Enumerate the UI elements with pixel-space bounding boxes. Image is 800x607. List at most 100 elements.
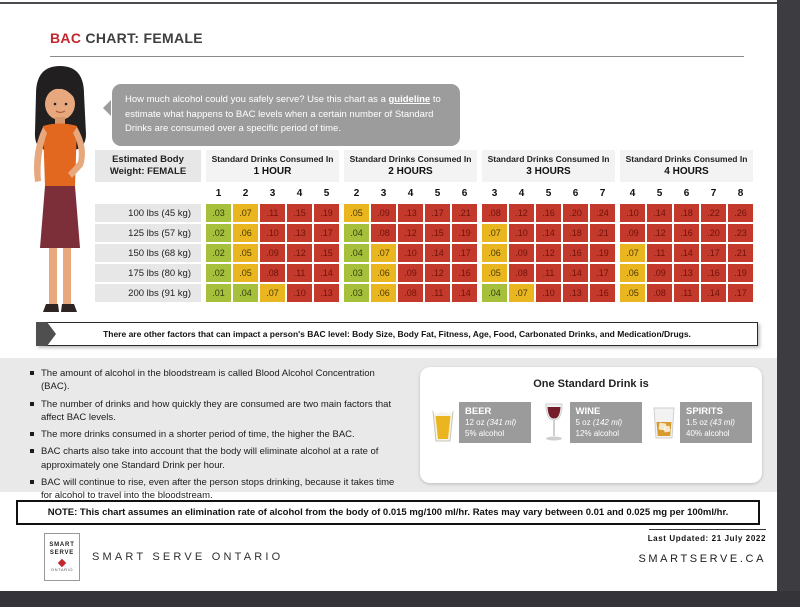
bac-value: .12 <box>287 244 312 262</box>
drink-count: 5 <box>656 187 663 199</box>
bac-value: .03 <box>344 284 369 302</box>
standard-drink-title: One Standard Drink is <box>533 378 649 390</box>
bac-value: .18 <box>674 204 699 222</box>
group-header-text: Standard Drinks Consumed In <box>487 153 610 164</box>
drink-alcohol: 12% alcohol <box>575 428 620 438</box>
bac-value: .16 <box>590 284 615 302</box>
bac-row: .07.10.14.18.21 <box>482 224 615 242</box>
bac-row: .04.07.10.14.17 <box>344 244 477 262</box>
bac-value: .13 <box>674 264 699 282</box>
bac-value: .17 <box>452 244 477 262</box>
standard-drink-item: BEER 12 oz (341 ml) 5% alcohol <box>430 402 531 444</box>
bac-value: .07 <box>509 284 534 302</box>
bac-value: .17 <box>701 244 726 262</box>
bac-value: .05 <box>482 264 507 282</box>
wine-glass-icon <box>541 403 567 443</box>
beer-glass-icon <box>430 403 456 443</box>
bac-row: .05.08.11.14.17 <box>482 264 615 282</box>
bac-value: .07 <box>260 284 285 302</box>
drink-count: 1 <box>215 187 222 199</box>
last-updated: Last Updated: 21 July 2022 <box>647 534 766 543</box>
drink-label-box: WINE 5 oz (142 ml) 12% alcohol <box>569 402 642 444</box>
drink-count-row: 4 5 6 7 8 <box>620 184 753 202</box>
drink-count: 4 <box>518 187 525 199</box>
bac-value: .17 <box>314 224 339 242</box>
drink-count: 6 <box>683 187 690 199</box>
drink-size-oz: 5 oz <box>575 417 593 427</box>
bac-value: .06 <box>482 244 507 262</box>
bac-value: .23 <box>728 224 753 242</box>
drink-count: 5 <box>545 187 552 199</box>
bac-row: .05.08.11.14.17 <box>620 284 753 302</box>
bac-value: .13 <box>314 284 339 302</box>
bac-value: .08 <box>482 204 507 222</box>
bac-value: .14 <box>563 264 588 282</box>
bac-value: .21 <box>728 244 753 262</box>
hours-group: Standard Drinks Consumed In 2 HOURS 2 3 4 5 6.… <box>344 150 477 302</box>
window-edge-bottom <box>0 591 800 607</box>
drink-label-box: SPIRITS 1.5 oz (43 ml) 40% alcohol <box>680 402 752 444</box>
weight-row-label: 100 lbs (45 kg) <box>95 204 201 222</box>
title-divider <box>50 56 744 57</box>
bac-value: .15 <box>425 224 450 242</box>
drink-count: 8 <box>737 187 744 199</box>
drink-count-row: 1 2 3 4 5 <box>206 184 339 202</box>
drink-name: SPIRITS <box>686 406 723 417</box>
bac-value: .10 <box>260 224 285 242</box>
bac-value: .09 <box>398 264 423 282</box>
group-header-period: 3 HOURS <box>526 166 571 178</box>
bac-value: .02 <box>206 264 231 282</box>
bac-value: .14 <box>701 284 726 302</box>
bac-value: .02 <box>206 244 231 262</box>
logo-line2: SERVE <box>49 550 75 556</box>
bac-value: .15 <box>287 204 312 222</box>
bac-row: .05.09.13.17.21 <box>344 204 477 222</box>
bac-value: .10 <box>620 204 645 222</box>
logo-line1: SMART <box>49 542 75 549</box>
drink-count: 5 <box>434 187 441 199</box>
bac-value: .09 <box>371 204 396 222</box>
note-label: NOTE: <box>47 507 78 518</box>
drink-size-ml: (43 ml) <box>710 417 735 427</box>
info-bullet: The amount of alcohol in the bloodstream… <box>30 367 402 394</box>
weight-row-label: 200 lbs (91 kg) <box>95 284 201 302</box>
bac-value: .13 <box>563 284 588 302</box>
bac-value: .12 <box>425 264 450 282</box>
group-header: Standard Drinks Consumed In 2 HOURS <box>344 150 477 182</box>
hours-group: Standard Drinks Consumed In 3 HOURS 3 4 5 6 7.… <box>482 150 615 302</box>
drink-count: 3 <box>380 187 387 199</box>
bac-value: .15 <box>314 244 339 262</box>
bac-value: .12 <box>509 204 534 222</box>
bac-value: .05 <box>620 284 645 302</box>
factors-banner: There are other factors that can impact … <box>36 322 758 346</box>
bac-value: .09 <box>647 264 672 282</box>
bac-value: .17 <box>590 264 615 282</box>
bac-row: .10.14.18.22.26 <box>620 204 753 222</box>
bac-value: .08 <box>371 224 396 242</box>
drink-size: 5 oz (142 ml) <box>576 418 636 429</box>
bac-value: .10 <box>536 284 561 302</box>
standard-drink-panel: One Standard Drink is BEER 12 oz (341 ml)… <box>420 367 762 483</box>
logo-diamond-icon <box>57 558 67 568</box>
drink-count: 6 <box>461 187 468 199</box>
logo-line3: ONTARIO <box>50 566 74 572</box>
drink-count: 3 <box>269 187 276 199</box>
bac-value: .14 <box>647 204 672 222</box>
drink-count: 2 <box>242 187 249 199</box>
bac-value: .20 <box>701 224 726 242</box>
arrow-icon <box>36 322 56 346</box>
spirits-glass-icon <box>651 406 677 440</box>
note-box: NOTE: This chart assumes an elimination … <box>16 500 760 525</box>
factors-text: There are other factors that can impact … <box>103 329 691 339</box>
bac-value: .19 <box>314 204 339 222</box>
bac-value: .18 <box>563 224 588 242</box>
bac-row: .07.11.14.17.21 <box>620 244 753 262</box>
note-text: This chart assumes an elimination rate o… <box>77 507 729 518</box>
hours-group: Standard Drinks Consumed In 1 HOUR 1 2 3 4 5 .0… <box>206 150 339 302</box>
bac-value: .04 <box>233 284 258 302</box>
group-header-text: Standard Drinks Consumed In <box>211 153 334 164</box>
bac-value: .01 <box>206 284 231 302</box>
bac-value: .10 <box>509 224 534 242</box>
drink-count: 6 <box>572 187 579 199</box>
drink-count-row: 3 4 5 6 7 <box>482 184 615 202</box>
